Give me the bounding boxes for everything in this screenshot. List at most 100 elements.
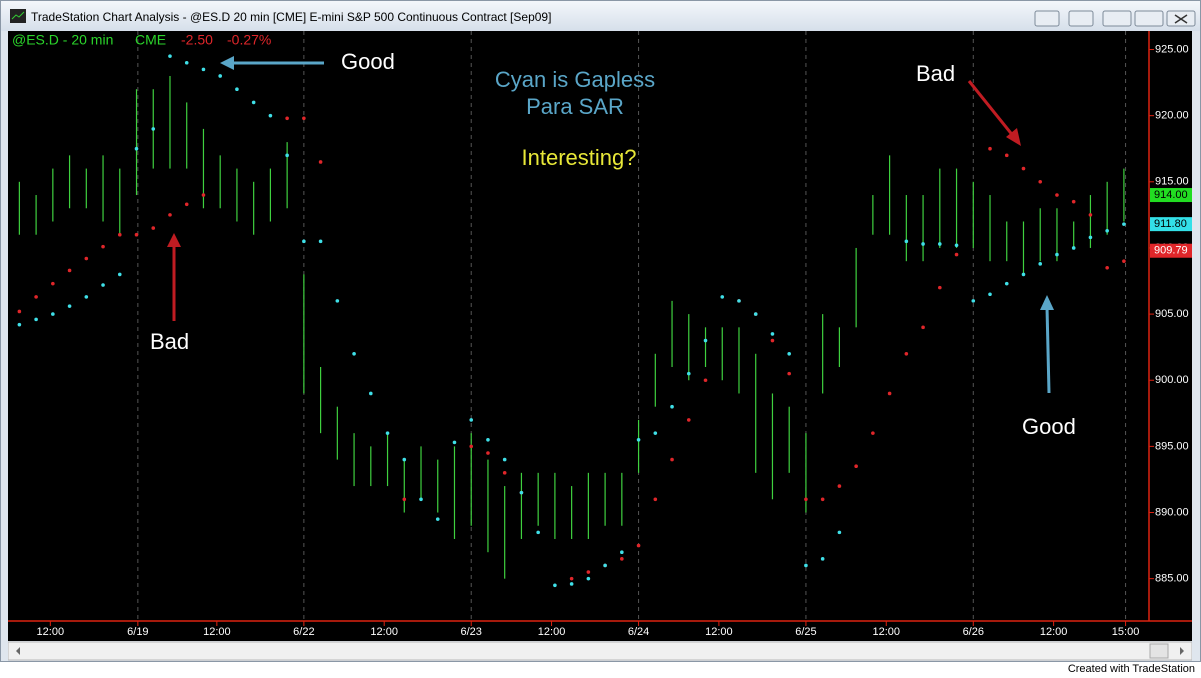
sar-dot [620, 557, 624, 561]
window-title: TradeStation Chart Analysis - @ES.D 20 m… [31, 10, 552, 24]
sar-dot [686, 371, 691, 376]
sar-dot [553, 583, 557, 588]
sar-dot [954, 252, 959, 257]
last-value-label: 914.00 [1154, 189, 1188, 201]
sar-dot [235, 87, 239, 92]
scrollbar[interactable] [8, 641, 1192, 661]
window: TradeStation Chart Analysis - @ES.D 20 m… [0, 0, 1201, 662]
sar-dot [84, 256, 89, 261]
sar-dot [720, 295, 725, 299]
sar-dot [787, 351, 791, 356]
sar-dot [1055, 193, 1059, 197]
x-tick-label: 15:00 [1112, 626, 1140, 638]
x-tick-label: 6/26 [963, 626, 984, 638]
sar-dot [1021, 272, 1026, 277]
sar-dot [452, 440, 457, 445]
sar-dot [469, 444, 474, 449]
sar-dot [653, 497, 658, 502]
sar-dot [84, 295, 89, 299]
y-tick-label: 905.00 [1155, 308, 1189, 320]
x-tick-label: 6/23 [461, 626, 482, 638]
sar-dot [636, 543, 641, 548]
sar-dot [117, 272, 122, 277]
sar-dot [502, 457, 507, 462]
chart: 885.00890.00895.00900.00905.00910.00915.… [8, 31, 1192, 661]
sar-dot [419, 497, 423, 502]
sar-dot [854, 464, 858, 469]
sar-dot [686, 418, 691, 422]
sar-dot [837, 530, 842, 535]
sar-dot [67, 268, 72, 273]
sar-dot [770, 338, 775, 343]
sar-dot [954, 243, 959, 248]
sar-dot [285, 153, 289, 158]
annotation: Bad [150, 329, 189, 354]
sar-dot [787, 371, 791, 376]
x-tick-label: 6/24 [628, 626, 649, 638]
sar-dot [402, 497, 407, 502]
sar-dot [1122, 222, 1126, 226]
y-tick-label: 885.00 [1155, 573, 1189, 585]
annotation: Interesting? [522, 145, 637, 170]
sar-dot [285, 116, 289, 121]
sar-dot [302, 239, 306, 244]
sar-dot [586, 570, 591, 574]
sar-dot [201, 193, 206, 197]
sar-dot [251, 100, 256, 105]
annotation: Good [1022, 414, 1076, 439]
sar-dot [804, 497, 808, 502]
app-icon [10, 9, 26, 23]
sar-dot [1105, 265, 1109, 270]
sar-dot [921, 242, 925, 246]
sar-dot [988, 292, 992, 297]
sar-dot [168, 213, 172, 217]
sar-dot [335, 299, 340, 303]
sar-dot [17, 322, 22, 327]
x-tick-label: 12:00 [203, 626, 231, 638]
sar-dot [753, 312, 758, 316]
sar-dot [887, 391, 892, 396]
change-pct: -0.27% [227, 32, 271, 48]
sar-dot [1105, 228, 1109, 233]
y-tick-label: 915.00 [1155, 176, 1189, 188]
sar-dot [636, 437, 641, 442]
sar-dot [703, 378, 708, 383]
sar-dot [486, 451, 490, 455]
sar-dot [134, 146, 139, 151]
sar-dot [653, 431, 658, 435]
x-tick-label: 12:00 [370, 626, 398, 638]
x-tick-label: 6/22 [293, 626, 314, 638]
sar-dot [352, 351, 356, 356]
last-value-label: 911.80 [1154, 218, 1187, 230]
y-tick-label: 890.00 [1155, 506, 1189, 518]
sar-dot [184, 202, 189, 207]
y-tick-label: 925.00 [1155, 43, 1189, 55]
scroll-thumb[interactable] [1149, 643, 1169, 659]
sar-dot [151, 127, 156, 131]
sar-dot [1038, 180, 1043, 184]
sar-dot [117, 232, 122, 237]
sar-dot [184, 60, 189, 65]
x-tick-label: 12:00 [705, 626, 733, 638]
last-value-box [1150, 243, 1192, 258]
sar-dot [34, 317, 38, 322]
sar-dot [670, 457, 674, 462]
sar-dot [519, 490, 524, 495]
sar-dot [486, 437, 490, 442]
sar-dot [938, 242, 942, 246]
annotation: Bad [916, 61, 955, 86]
sar-dot [168, 54, 172, 58]
sar-dot [988, 146, 992, 151]
sar-dot [1055, 252, 1059, 257]
change: -2.50 [181, 32, 213, 48]
title-bar: TradeStation Chart Analysis - @ES.D 20 m… [1, 1, 1200, 31]
sar-dot [921, 325, 925, 330]
sar-dot [603, 563, 607, 568]
last-value-box [1150, 217, 1192, 232]
sar-dot [1088, 235, 1093, 240]
sar-dot [703, 338, 708, 343]
sar-dot [318, 160, 323, 164]
window-controls[interactable] [1031, 10, 1201, 28]
sar-dot [770, 332, 775, 336]
sar-dot [1071, 246, 1076, 250]
